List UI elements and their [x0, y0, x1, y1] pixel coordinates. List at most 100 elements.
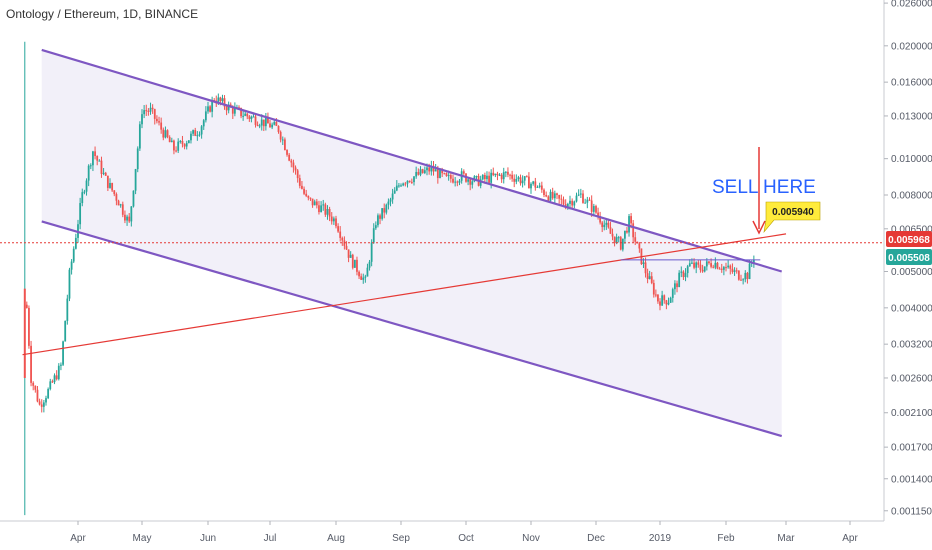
candle-body: [360, 276, 363, 280]
candle-up: [320, 201, 322, 213]
candle-body: [432, 165, 435, 172]
candle-body: [676, 283, 678, 288]
candle-body: [141, 114, 143, 125]
candle-body: [128, 216, 131, 222]
candle-body: [530, 183, 532, 189]
candle-up: [204, 106, 207, 123]
candle-down: [307, 195, 310, 201]
candle-body: [621, 238, 624, 250]
candle-body: [45, 398, 47, 403]
candle-up: [227, 101, 230, 114]
x-tick-label: May: [133, 533, 152, 544]
candle-body: [341, 237, 344, 241]
candle-down: [28, 305, 30, 349]
candle-up: [202, 118, 205, 130]
candle-body: [113, 190, 116, 195]
candle-body: [164, 130, 167, 138]
candle-body: [68, 269, 71, 299]
candle-up: [517, 175, 520, 182]
candle-up: [744, 270, 747, 283]
candle-down: [286, 149, 288, 157]
candle-up: [57, 363, 60, 381]
candle-up: [68, 267, 71, 302]
candle-body: [83, 191, 86, 193]
price-axis-ticks[interactable]: 0.026000 0.020000 0.016000 0.013000 0.010000…: [884, 0, 932, 517]
candle-up: [49, 378, 52, 391]
candle-down: [652, 279, 655, 298]
y-tick-label: 0.026000: [891, 0, 932, 10]
candle-body: [100, 160, 103, 174]
candle-down: [309, 197, 312, 201]
y-tick-label: 0.005000: [891, 267, 932, 278]
candle-down: [128, 213, 131, 223]
candle-body: [558, 195, 561, 199]
candle-body: [638, 243, 641, 249]
candle-body: [81, 192, 84, 204]
candle-up: [313, 199, 316, 206]
candle-down: [558, 194, 561, 204]
candle-up: [573, 200, 576, 209]
candle-up: [149, 102, 152, 115]
candle-body: [64, 320, 67, 342]
candle-body: [166, 130, 169, 138]
candle-body: [368, 261, 371, 268]
candle-body: [104, 172, 107, 176]
candle-body: [231, 107, 234, 114]
candle-up: [74, 233, 77, 250]
candle-body: [209, 106, 211, 112]
candle-body: [417, 171, 420, 175]
candle-body: [551, 191, 554, 199]
candle-body: [153, 109, 156, 119]
candle-down: [145, 104, 148, 117]
candle-body: [362, 277, 365, 280]
candle-down: [601, 221, 604, 233]
candle-body: [279, 131, 282, 140]
candle-body: [62, 341, 64, 365]
candle-down: [528, 172, 530, 189]
time-axis-ticks[interactable]: Apr May Jun Jul Aug Sep Oct Nov Dec 2019 Feb Mar Apr: [70, 521, 858, 544]
candle-down: [560, 194, 563, 205]
current-price-label: 0.005508: [886, 249, 932, 265]
sell-arrow-icon: [752, 147, 766, 235]
candle-up: [362, 273, 365, 284]
candle-body: [398, 185, 400, 187]
candle-up: [353, 259, 356, 268]
candle-down: [256, 121, 259, 127]
candle-body: [584, 202, 587, 204]
candle-body: [298, 178, 301, 186]
candle-up: [678, 270, 681, 288]
candle-down: [644, 257, 647, 278]
candle-body: [284, 139, 286, 151]
candle-body: [509, 174, 511, 176]
candle-body: [324, 204, 327, 215]
candle-body: [708, 261, 710, 264]
candle-body: [680, 271, 683, 273]
candle-up: [281, 136, 284, 146]
candle-body: [569, 200, 571, 204]
candle-body: [322, 204, 325, 206]
candle-up: [691, 258, 693, 265]
candle-body: [124, 214, 126, 221]
candle-up: [413, 176, 415, 186]
candle-up: [190, 131, 192, 144]
candle-up: [45, 395, 47, 406]
candle-body: [370, 242, 373, 262]
candle-body: [456, 181, 459, 183]
candle-up: [504, 171, 507, 178]
candle-down: [590, 195, 593, 217]
candle-body: [102, 172, 105, 174]
candle-down: [638, 242, 641, 253]
candle-body: [748, 263, 751, 280]
candle-up: [370, 239, 373, 267]
candle-body: [553, 193, 556, 199]
candle-up: [502, 167, 505, 184]
candle-down: [223, 95, 226, 110]
candle-body: [652, 282, 655, 295]
candle-down: [284, 137, 286, 151]
x-tick-label: Sep: [392, 533, 410, 544]
y-tick-label: 0.002600: [891, 373, 932, 384]
candle-up: [695, 261, 698, 274]
candle-down: [38, 398, 41, 406]
candle-up: [185, 140, 188, 150]
candle-body: [223, 98, 226, 107]
